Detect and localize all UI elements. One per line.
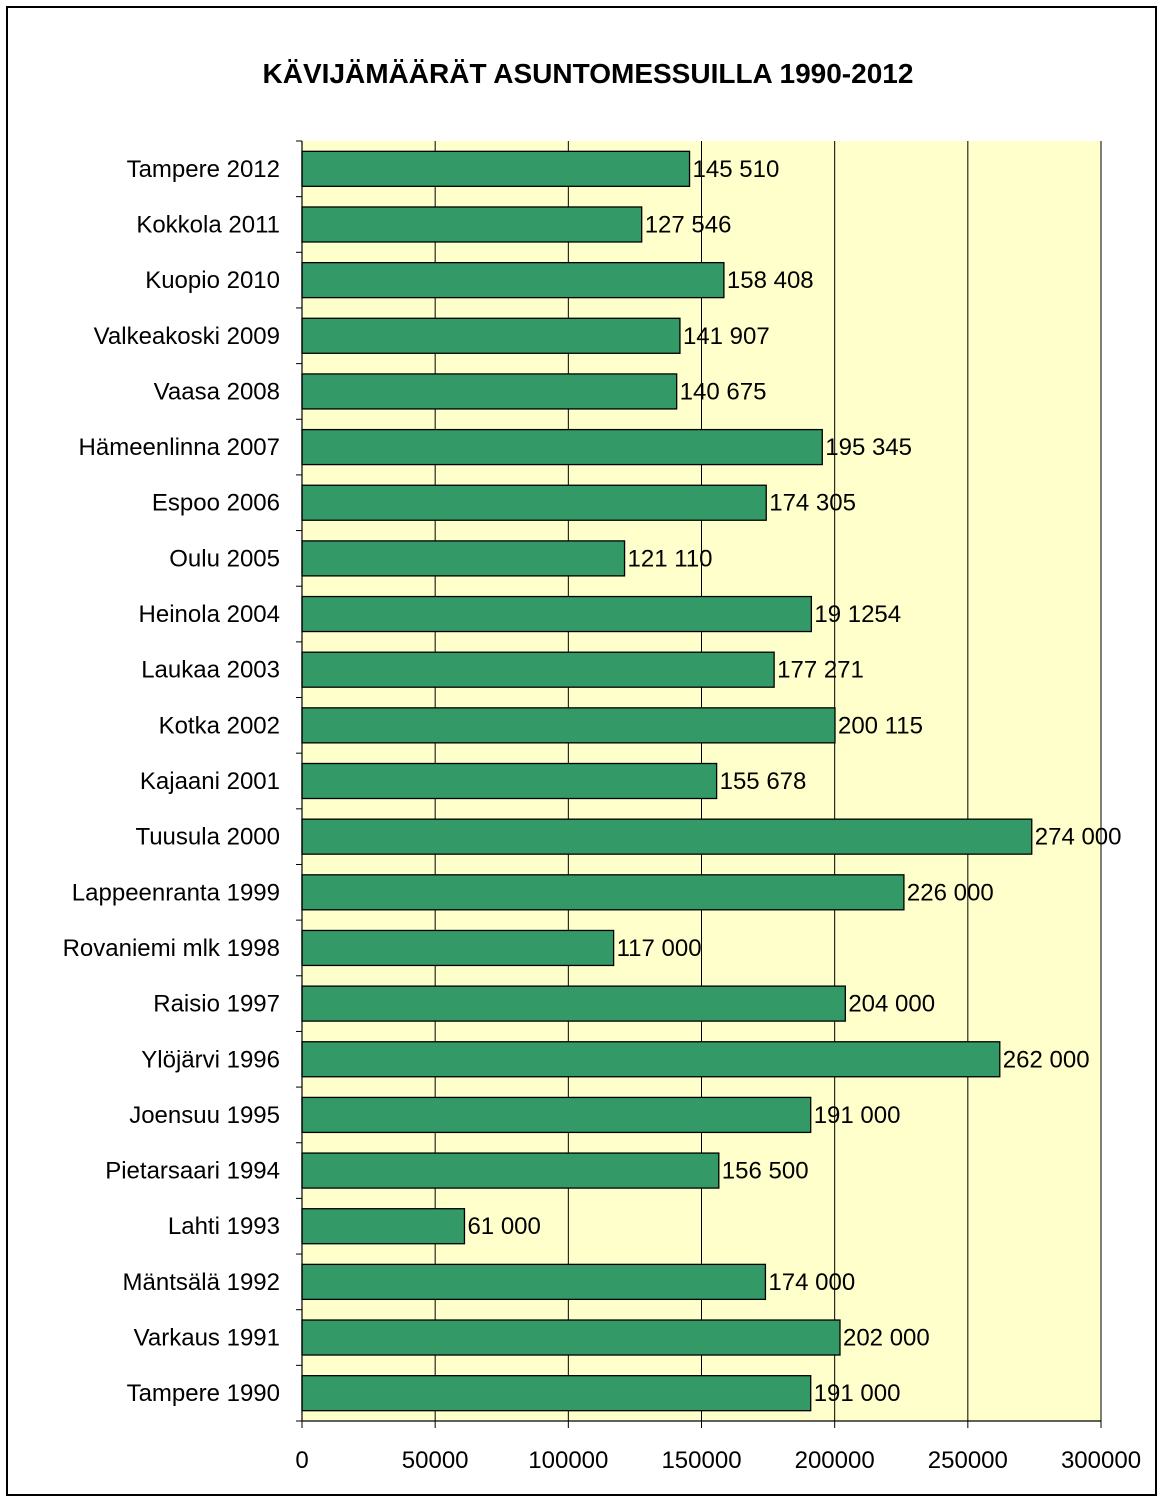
- category-label: Vaasa 2008: [154, 378, 280, 405]
- bar: [301, 484, 767, 521]
- bar: [301, 595, 813, 633]
- data-label: 158 408: [727, 267, 814, 294]
- chart-frame: KÄVIJÄMÄÄRÄT ASUNTOMESSUILLA 1990-2012 T…: [6, 6, 1157, 1496]
- category-label: Raisio 1997: [153, 991, 280, 1018]
- category-label: Kokkola 2011: [136, 211, 280, 238]
- bar: [301, 373, 678, 410]
- category-label: Rovaniemi mlk 1998: [63, 935, 280, 962]
- bar: [301, 261, 725, 299]
- category-label: Kuopio 2010: [145, 267, 280, 294]
- category-label: Varkaus 1991: [134, 1325, 280, 1352]
- data-label: 226 000: [907, 879, 994, 906]
- bar: [301, 651, 775, 688]
- bar: [301, 1263, 767, 1301]
- bar: [301, 428, 823, 466]
- category-label: Tampere 2012: [127, 156, 280, 183]
- data-label: 141 907: [683, 323, 770, 350]
- category-label: Espoo 2006: [152, 490, 280, 517]
- bar: [301, 1319, 841, 1356]
- data-label: 174 305: [769, 490, 856, 517]
- bar: [301, 1208, 466, 1245]
- category-label: Mäntsälä 1992: [123, 1269, 280, 1296]
- category-label: Joensuu 1995: [129, 1102, 280, 1129]
- category-label: Hämeenlinna 2007: [79, 434, 280, 461]
- data-label: 177 271: [777, 657, 864, 684]
- data-label: 191 000: [814, 1380, 901, 1407]
- chart-title: KÄVIJÄMÄÄRÄT ASUNTOMESSUILLA 1990-2012: [263, 58, 914, 89]
- category-label: Kotka 2002: [159, 712, 280, 739]
- x-tick-label: 100000: [528, 1447, 608, 1474]
- data-label: 274 000: [1035, 824, 1122, 851]
- bar: [301, 1096, 812, 1134]
- data-label: 156 500: [722, 1158, 809, 1185]
- data-label: 191 000: [814, 1102, 901, 1129]
- data-label: 61 000: [467, 1213, 540, 1240]
- category-label: Lahti 1993: [168, 1213, 280, 1240]
- bar: [301, 762, 718, 800]
- category-label: Valkeakoski 2009: [94, 323, 280, 350]
- data-label: 262 000: [1003, 1046, 1090, 1073]
- category-label: Tampere 1990: [127, 1380, 280, 1407]
- bar: [301, 929, 615, 967]
- data-label: 117 000: [617, 935, 702, 962]
- data-label: 140 675: [680, 378, 767, 405]
- bar: [301, 707, 836, 744]
- category-label: Tuusula 2000: [135, 824, 280, 851]
- bar: [301, 540, 626, 577]
- bar: [301, 874, 905, 911]
- category-label: Heinola 2004: [139, 601, 280, 628]
- bar: [301, 1375, 812, 1412]
- category-label: Pietarsaari 1994: [105, 1158, 280, 1185]
- x-tick-label: 0: [295, 1447, 308, 1474]
- data-label: 195 345: [825, 434, 912, 461]
- x-tick-label: 150000: [661, 1447, 741, 1474]
- x-tick-label: 50000: [402, 1447, 469, 1474]
- data-label: 174 000: [768, 1269, 855, 1296]
- bar: [301, 818, 1033, 855]
- bar: [301, 1152, 720, 1189]
- category-label: Ylöjärvi 1996: [141, 1046, 280, 1073]
- data-label: 121 110: [628, 545, 713, 572]
- bar: [301, 317, 681, 354]
- category-label: Kajaani 2001: [140, 768, 280, 795]
- category-label: Laukaa 2003: [141, 657, 280, 684]
- category-label: Lappeenranta 1999: [72, 879, 280, 906]
- bar: [301, 1041, 1001, 1078]
- bar: [301, 206, 643, 243]
- x-tick-label: 200000: [795, 1447, 875, 1474]
- bar: [301, 985, 846, 1022]
- bar: [301, 150, 691, 187]
- data-label: 155 678: [720, 768, 807, 795]
- x-tick-label: 300000: [1061, 1447, 1141, 1474]
- bar-chart: KÄVIJÄMÄÄRÄT ASUNTOMESSUILLA 1990-2012 T…: [63, 58, 1141, 1474]
- data-label: 200 115: [838, 712, 923, 739]
- data-label: 19 1254: [814, 601, 901, 628]
- data-label: 204 000: [848, 991, 935, 1018]
- data-label: 145 510: [693, 156, 780, 183]
- x-tick-label: 250000: [928, 1447, 1008, 1474]
- data-label: 202 000: [843, 1325, 930, 1352]
- data-label: 127 546: [645, 211, 732, 238]
- category-label: Oulu 2005: [169, 545, 280, 572]
